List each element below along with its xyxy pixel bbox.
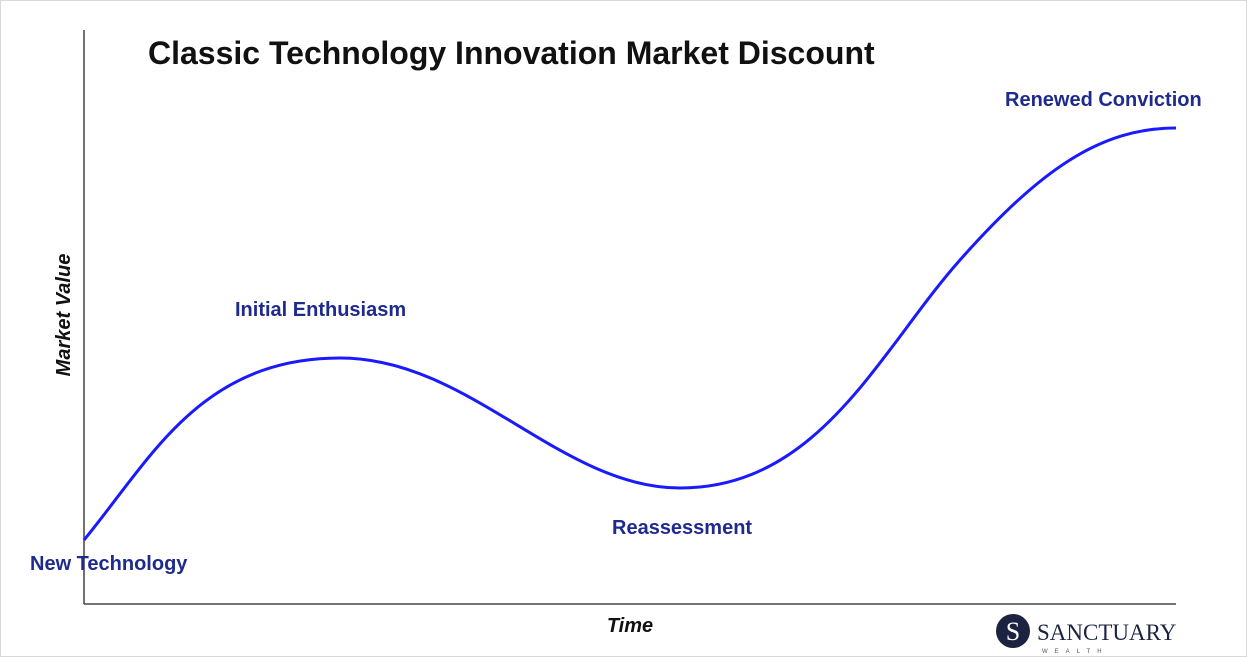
- logo-mark: S: [1006, 617, 1020, 646]
- logo: S SANCTUARY WEALTH: [996, 614, 1177, 655]
- annotation: Initial Enthusiasm: [235, 299, 406, 321]
- annotation: New Technology: [30, 553, 188, 575]
- title: Classic Technology Innovation Market Dis…: [148, 35, 875, 71]
- annotation: Renewed Conviction: [1005, 89, 1202, 111]
- logo-tagline: WEALTH: [1042, 649, 1109, 655]
- logo-badge: [996, 614, 1030, 648]
- y-axis-label: Market Value: [53, 254, 75, 377]
- curve: [82, 126, 1177, 541]
- x-axis-label: Time: [607, 615, 653, 637]
- logo-name: SANCTUARY: [1037, 620, 1177, 645]
- annotation: Reassessment: [612, 517, 752, 539]
